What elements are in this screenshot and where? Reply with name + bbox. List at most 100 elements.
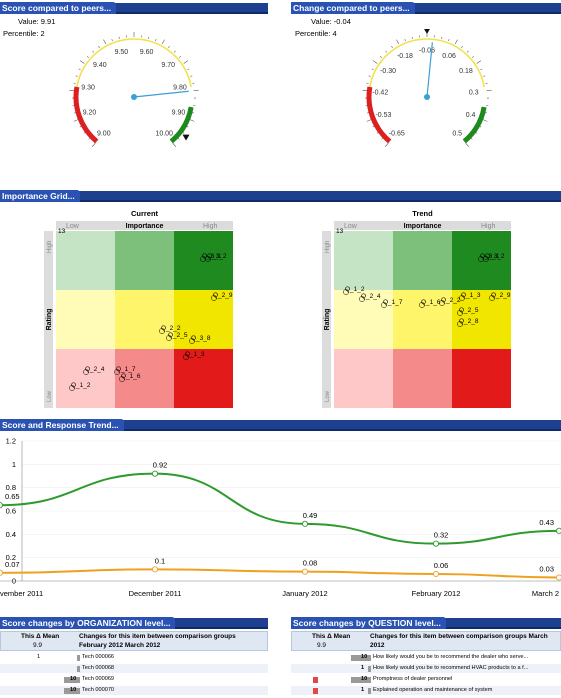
org-table-row[interactable]: 10 Tech 000070	[0, 686, 268, 695]
grid-y-axis-band	[322, 231, 331, 408]
y-tick-label: 0.6	[6, 507, 16, 516]
question-row-label: Promptness of dealer personnel	[373, 676, 453, 682]
grid-point-label: Q_1_7	[383, 299, 403, 306]
gauge-tick	[465, 142, 470, 147]
importance-grid-title[interactable]: Importance Grid...	[0, 190, 80, 202]
grid-cell	[393, 290, 452, 349]
gauge-tick	[88, 137, 91, 140]
score-trend-title[interactable]: Score and Response Trend...	[0, 419, 124, 431]
gauge-tick-label: 0.06	[442, 53, 456, 60]
grid-cell	[393, 231, 452, 290]
gauge-pointer	[424, 29, 430, 34]
grid-cell	[452, 349, 511, 408]
gauge-tick	[372, 125, 375, 128]
y-tick-label: 1	[12, 460, 16, 469]
gauge-tick	[466, 50, 469, 53]
x-tick-label: December 2011	[129, 589, 182, 598]
score-percentile-text: Percentile: 2	[3, 29, 45, 38]
grid-point-label: 13	[58, 228, 66, 235]
grid-point-label: Q_2_4	[361, 293, 381, 300]
grid-y-title: Rating	[324, 309, 331, 331]
gauge-red-band	[73, 86, 99, 144]
grid-point	[189, 338, 195, 344]
gauge-tick	[381, 137, 384, 140]
grid-title: Current	[131, 209, 159, 218]
grid-x-low: Low	[344, 223, 358, 230]
data-label: 0.03	[539, 565, 554, 574]
gauge-tick-label: -0.65	[389, 131, 405, 138]
series-line	[0, 472, 560, 545]
question-col-mean[interactable]: This Δ Mean	[312, 633, 351, 640]
change-peers-title[interactable]: Change compared to peers...	[291, 2, 415, 14]
org-row-value: 10	[70, 687, 77, 693]
gauge-tick	[448, 39, 450, 42]
gauge-tick	[87, 56, 89, 58]
gauge-tick-label: -0.30	[380, 68, 396, 75]
question-changes-header: Score changes by QUESTION level...	[291, 617, 561, 629]
gauge-tick	[476, 60, 482, 64]
gauge-tick-label: 9.90	[172, 110, 186, 117]
question-row-label: How likely would you be to recommend the…	[373, 654, 529, 660]
question-table-row[interactable]: 1 Explained operation and maintenance of …	[291, 686, 561, 695]
grid-x-high: High	[481, 223, 496, 230]
grid-point-label: Q_1_6	[121, 373, 141, 380]
gauge-tick-label: 9.50	[115, 49, 129, 56]
grid-cell	[174, 290, 233, 349]
grid-point-label: Q_2_5	[459, 307, 479, 314]
change-gauge: -0.65 -0.53 -0.42 -0.30 -0.18 -0.06 0.06 0.18 0.…	[362, 29, 492, 147]
org-changes-title[interactable]: Score changes by ORGANIZATION level...	[0, 617, 176, 629]
gauge-tick	[480, 68, 483, 71]
series-point	[432, 570, 440, 578]
org-table-row[interactable]: 10 Tech 000069	[0, 675, 268, 684]
org-col-mean[interactable]: This Δ Mean	[21, 633, 60, 640]
grid-point	[119, 376, 125, 382]
importance-grid-header: Importance Grid...	[0, 190, 561, 202]
question-table-row[interactable]: 10 How likely would you be to recommend t…	[291, 653, 561, 662]
grid-point-label: Q_3_8	[191, 335, 211, 342]
question-row-bar	[368, 665, 371, 672]
grid-point	[205, 256, 211, 262]
gauge-pointer	[182, 134, 190, 141]
gauge-tick	[91, 142, 96, 147]
gauge-green-band	[462, 106, 487, 144]
score-peers-title[interactable]: Score compared to peers...	[0, 2, 117, 14]
series-point	[151, 566, 159, 573]
grid-cell	[56, 231, 115, 290]
grid-point-label: 13	[336, 228, 344, 235]
grid-point	[489, 295, 495, 301]
gauge-tick	[79, 125, 82, 128]
question-row-bar	[368, 687, 371, 694]
org-row-mean: 1	[37, 654, 41, 660]
series-point	[0, 569, 4, 576]
gauge-tick	[186, 125, 189, 128]
question-table-row[interactable]: 10 Promptness of dealer personnel	[291, 675, 561, 684]
gauge-tick	[454, 39, 458, 45]
question-col-changes[interactable]: Changes for this item between comparison…	[370, 633, 548, 640]
grid-point	[457, 321, 463, 327]
question-row-flag	[313, 676, 318, 683]
gauge-tick	[475, 132, 478, 134]
org-col-changes[interactable]: Changes for this item between comparison…	[79, 633, 236, 640]
gauge-tick-label: 9.30	[81, 85, 95, 92]
grid-point-label: Q_2_5	[168, 332, 188, 339]
gauge-tick	[483, 75, 486, 77]
data-label: 0.1	[155, 556, 165, 565]
org-table-row[interactable]: 1 Tech 000066	[0, 653, 268, 662]
grid-point	[211, 295, 217, 301]
gauge-tick	[83, 132, 86, 134]
gauge-tick-label: -0.53	[375, 112, 391, 119]
score-gauge: 9.00 9.20 9.30 9.40 9.50 9.60 9.70 9.80 9.90 10.0…	[69, 32, 199, 147]
question-table-row[interactable]: 1 How likely would you be to recommend HV…	[291, 664, 561, 673]
grid-y-low: Low	[325, 390, 331, 402]
org-table-row[interactable]: Tech 000068	[0, 664, 268, 673]
grid-point-label: Q_3_1	[480, 253, 500, 260]
gauge-yellow-band	[369, 38, 485, 88]
y-tick-label: 0.2	[6, 553, 16, 562]
grid-point-label: Q_1_3	[185, 351, 205, 358]
gauge-tick-label: 9.60	[140, 49, 154, 56]
gauge-tick	[366, 119, 372, 122]
org-table-header: This Δ Mean 9.9 Changes for this item be…	[0, 631, 268, 651]
gauge-tick-label: 0.5	[452, 131, 462, 138]
question-changes-title[interactable]: Score changes by QUESTION level...	[291, 617, 446, 629]
